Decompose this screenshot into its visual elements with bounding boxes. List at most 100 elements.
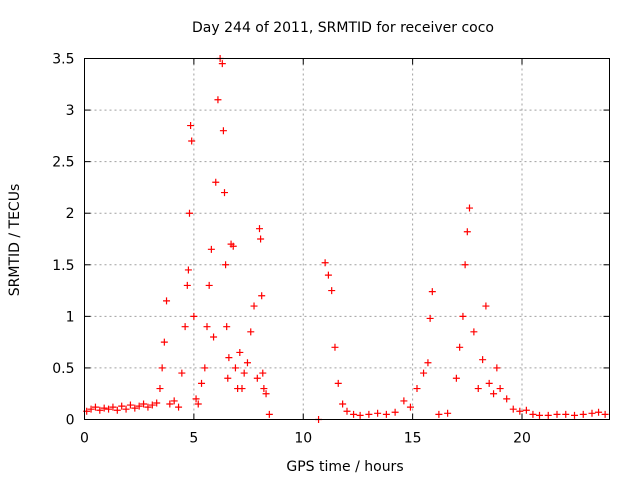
data-point <box>96 406 104 414</box>
data-point <box>192 395 200 403</box>
data-point <box>238 385 246 393</box>
data-point <box>356 411 364 419</box>
x-tick-label: 10 <box>294 431 312 447</box>
data-point <box>562 410 570 418</box>
y-tick-label: 1 <box>66 309 75 325</box>
data-point <box>413 385 421 393</box>
y-tick-label: 0 <box>66 413 75 429</box>
data-point <box>218 60 226 68</box>
data-point <box>148 401 156 409</box>
data-point <box>236 348 244 356</box>
data-point <box>339 400 347 408</box>
data-point <box>156 385 164 393</box>
x-tick-label: 15 <box>404 431 422 447</box>
data-point <box>223 323 231 331</box>
data-point <box>201 364 209 372</box>
data-point <box>105 405 113 413</box>
data-point <box>265 410 273 418</box>
data-point <box>140 400 148 408</box>
data-point <box>463 228 471 236</box>
data-point <box>259 369 267 377</box>
data-point <box>225 354 233 362</box>
data-point <box>207 245 215 253</box>
data-point <box>253 374 261 382</box>
x-tick-label: 0 <box>80 431 89 447</box>
data-point <box>186 209 193 217</box>
data-point <box>243 359 251 367</box>
data-point <box>571 411 578 419</box>
data-point <box>122 405 130 413</box>
data-point <box>406 403 414 411</box>
plot-frame <box>84 58 610 420</box>
data-point <box>474 385 482 393</box>
data-point <box>452 374 460 382</box>
y-tick-label: 0.5 <box>52 361 74 377</box>
data-point <box>87 405 95 413</box>
data-point <box>219 127 227 135</box>
data-point <box>485 379 493 387</box>
data-point <box>374 409 382 417</box>
data-point <box>391 408 399 416</box>
data-point <box>190 312 198 320</box>
data-point <box>424 359 432 367</box>
y-tick-label: 2.5 <box>52 155 74 171</box>
data-point <box>210 333 218 341</box>
data-point <box>459 312 467 320</box>
data-point <box>100 404 108 412</box>
data-point <box>158 364 166 372</box>
data-point <box>365 410 373 418</box>
data-point <box>601 410 609 418</box>
data-point <box>240 369 248 377</box>
data-point <box>126 401 134 409</box>
data-point <box>503 395 511 403</box>
data-point <box>160 338 168 346</box>
y-tick-label: 1.5 <box>52 258 74 274</box>
data-point <box>144 403 152 411</box>
grid <box>84 58 610 420</box>
data-point <box>258 292 266 300</box>
data-point <box>166 400 174 408</box>
axis-ticks <box>84 58 610 420</box>
data-point <box>257 235 265 243</box>
x-tick-label: 20 <box>513 431 531 447</box>
data-point <box>444 409 452 417</box>
data-point <box>382 410 390 418</box>
data-point <box>331 343 339 351</box>
data-point <box>328 287 336 295</box>
data-points <box>83 55 609 423</box>
data-point <box>456 343 464 351</box>
data-point <box>170 397 178 405</box>
data-point <box>231 364 239 372</box>
y-axis-label: SRMTID / TECUs <box>7 184 23 297</box>
data-point <box>183 281 191 289</box>
data-point <box>334 379 342 387</box>
x-tick-label: 5 <box>189 431 198 447</box>
data-point <box>493 364 501 372</box>
x-tick-labels: 0 5 10 15 20 <box>80 431 531 447</box>
data-point <box>178 369 186 377</box>
y-tick-label: 3.5 <box>52 52 74 68</box>
data-point <box>247 328 255 336</box>
data-point <box>595 408 603 416</box>
data-point <box>461 261 469 269</box>
data-point <box>435 410 443 418</box>
data-point <box>553 410 561 418</box>
data-point <box>321 259 329 267</box>
data-point <box>184 266 192 274</box>
data-point <box>222 261 230 269</box>
data-point <box>203 323 211 331</box>
data-point <box>153 399 161 407</box>
data-point <box>426 314 434 322</box>
data-point <box>400 397 408 405</box>
data-point <box>194 400 202 408</box>
data-point <box>350 410 358 418</box>
data-point <box>224 374 232 382</box>
data-point <box>175 403 183 411</box>
data-point <box>131 404 139 412</box>
data-point <box>482 302 490 310</box>
chart-title: Day 244 of 2011, SRMTID for receiver coc… <box>192 20 494 36</box>
data-point <box>109 403 117 411</box>
data-point <box>250 302 258 310</box>
data-point <box>516 407 524 415</box>
data-point <box>479 356 487 364</box>
